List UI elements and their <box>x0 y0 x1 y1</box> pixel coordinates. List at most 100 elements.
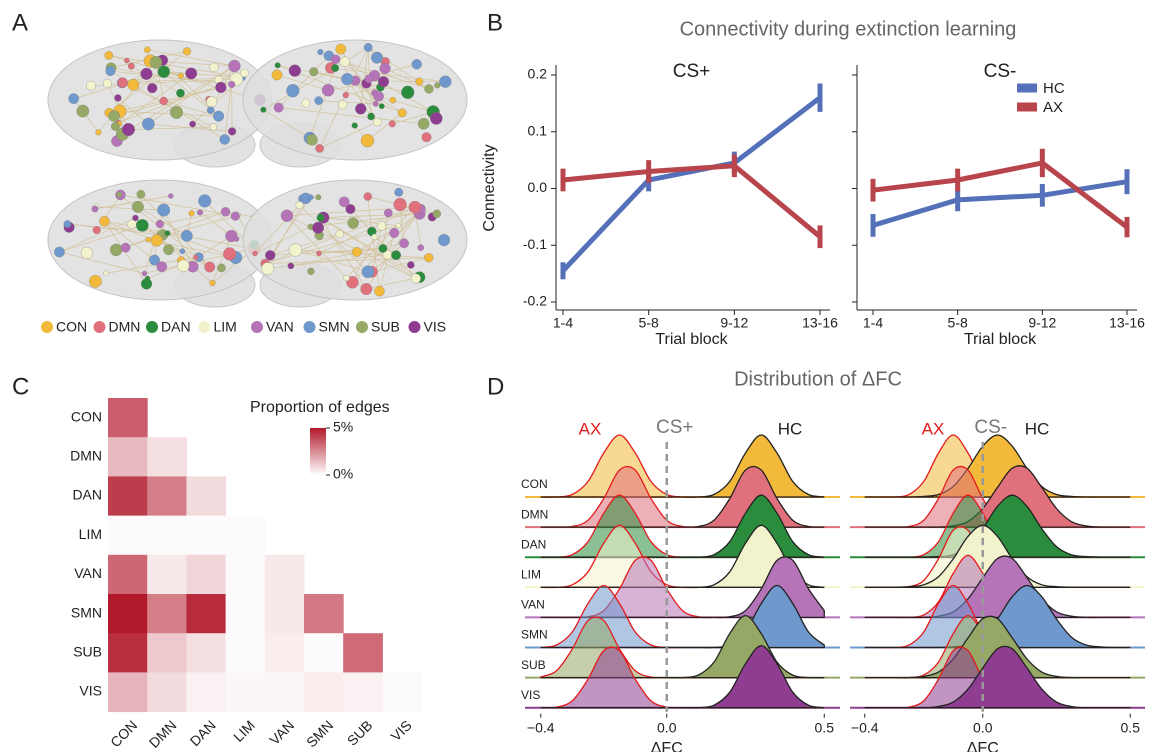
brain-node <box>240 68 249 78</box>
brain-node <box>271 69 283 81</box>
brain-node <box>141 270 148 277</box>
brain-edge <box>335 58 430 90</box>
brain-node <box>261 262 274 275</box>
series-label: HC <box>778 419 803 438</box>
brain-edge <box>319 121 378 149</box>
brain-node <box>306 134 318 146</box>
brain-node <box>316 250 322 257</box>
column-label: VIS <box>387 717 414 744</box>
brain-node <box>127 78 140 91</box>
x-tick-label: 1-4 <box>553 315 573 331</box>
heatmap-cell <box>304 633 344 673</box>
brain-node <box>321 83 335 97</box>
brain-node <box>132 214 139 222</box>
heatmap-cell <box>225 672 266 713</box>
x-tick-label: 13-16 <box>802 315 838 331</box>
brain-node <box>140 67 153 80</box>
brain-node <box>217 263 226 273</box>
brain-node <box>364 74 374 84</box>
brain-edge <box>323 213 420 219</box>
series-label: HC <box>1025 419 1050 438</box>
colorbar <box>310 428 326 475</box>
brain-node <box>273 102 284 113</box>
y-tick-label: 0.0 <box>528 179 548 195</box>
brain-edge <box>263 109 311 139</box>
brain-node <box>228 59 241 73</box>
chart-title: Distribution of ΔFC <box>734 368 902 390</box>
brain-node <box>127 219 137 229</box>
brain-edge <box>319 47 369 149</box>
brain-edge <box>59 217 136 253</box>
brain-node <box>157 203 171 217</box>
brain-node <box>378 244 388 253</box>
brain-node <box>136 189 146 199</box>
brain-node <box>437 234 451 247</box>
y-tick-label: -0.2 <box>523 293 547 309</box>
brain-node <box>424 253 434 263</box>
brain-edge <box>147 256 200 279</box>
row-label: LIM <box>79 526 102 542</box>
column-label: DAN <box>187 717 219 749</box>
brain-node <box>384 208 393 218</box>
brain-node <box>351 247 362 257</box>
brain-edge <box>352 236 375 283</box>
brain-edge <box>374 63 417 76</box>
brain-node <box>188 210 195 217</box>
brain-edge <box>367 196 380 292</box>
heatmap-cell <box>186 515 227 556</box>
brain-node <box>280 209 294 222</box>
brain-node <box>434 82 441 89</box>
brain-node <box>367 112 375 121</box>
legend-label: LIM <box>214 319 237 335</box>
brain-node <box>339 56 350 67</box>
brain-edge <box>344 61 434 113</box>
brain-node <box>215 81 227 93</box>
chart-subtitle: CS+ <box>673 61 711 82</box>
brain-node <box>110 122 120 131</box>
brain-node <box>373 117 382 127</box>
heatmap-cell <box>186 672 227 713</box>
brain-node <box>342 91 349 99</box>
brain-edge <box>278 107 424 125</box>
brain-node <box>430 112 443 125</box>
brain-node <box>124 57 130 64</box>
brain-edge <box>360 47 369 109</box>
legend-swatch <box>146 321 158 333</box>
heatmap-cell <box>264 672 305 713</box>
brain-node <box>185 67 198 80</box>
brain-edge <box>384 68 430 90</box>
brain-node <box>424 84 434 94</box>
brain-edge <box>392 111 434 125</box>
brain-node <box>228 127 237 136</box>
chart-subtitle: CS- <box>974 417 1007 438</box>
brain-node <box>182 47 192 56</box>
brain-node <box>209 279 216 287</box>
brain-node <box>338 100 348 110</box>
brain-edge <box>199 212 232 237</box>
brain-node <box>252 250 258 257</box>
brain-edge <box>328 83 367 91</box>
brain-node <box>288 243 302 257</box>
heatmap-cell <box>186 554 227 595</box>
brain-node <box>108 110 120 122</box>
brain-edge <box>367 112 403 141</box>
brain-node <box>317 49 324 56</box>
brain-edge <box>330 67 446 83</box>
brain-node <box>338 196 350 208</box>
brain-node <box>102 79 112 88</box>
brain-node <box>157 65 170 78</box>
brain-edge <box>108 55 243 78</box>
brain-node <box>355 103 367 115</box>
brain-node <box>417 244 425 251</box>
brain-node <box>159 96 168 106</box>
brain-node <box>316 213 325 222</box>
row-label: DMN <box>521 507 548 521</box>
brain-node <box>177 259 190 272</box>
heatmap-cell <box>225 554 266 595</box>
heatmap-cell <box>304 594 344 634</box>
heatmap-cell <box>264 594 305 634</box>
series-label: AX <box>922 419 945 438</box>
brain-node <box>164 230 171 237</box>
brain-node <box>401 85 415 99</box>
row-label: SUB <box>521 658 546 672</box>
